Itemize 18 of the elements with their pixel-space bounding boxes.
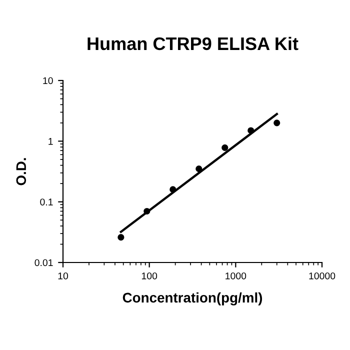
point xyxy=(170,186,176,193)
x-tick-label: 1000 xyxy=(226,272,246,280)
point xyxy=(196,166,202,172)
y-tick-label: 10 xyxy=(43,77,53,84)
point xyxy=(144,208,150,215)
y-tick-label: 0.01 xyxy=(34,259,53,266)
x-tick-label: 10000 xyxy=(309,272,336,280)
y-tick-label: 0.1 xyxy=(40,198,53,206)
point xyxy=(222,144,228,152)
y-tick-label: 1 xyxy=(48,138,53,145)
chart-title: Human CTRP9 ELISA Kit xyxy=(88,36,298,50)
x-tick-label: 10 xyxy=(58,272,68,280)
point xyxy=(248,127,254,134)
x-axis-title: Concentration(pg/ml) xyxy=(122,292,262,306)
point xyxy=(118,234,124,241)
x-tick-label: 100 xyxy=(142,272,158,280)
point xyxy=(274,120,280,126)
y-axis-title: O.D. xyxy=(16,158,26,186)
